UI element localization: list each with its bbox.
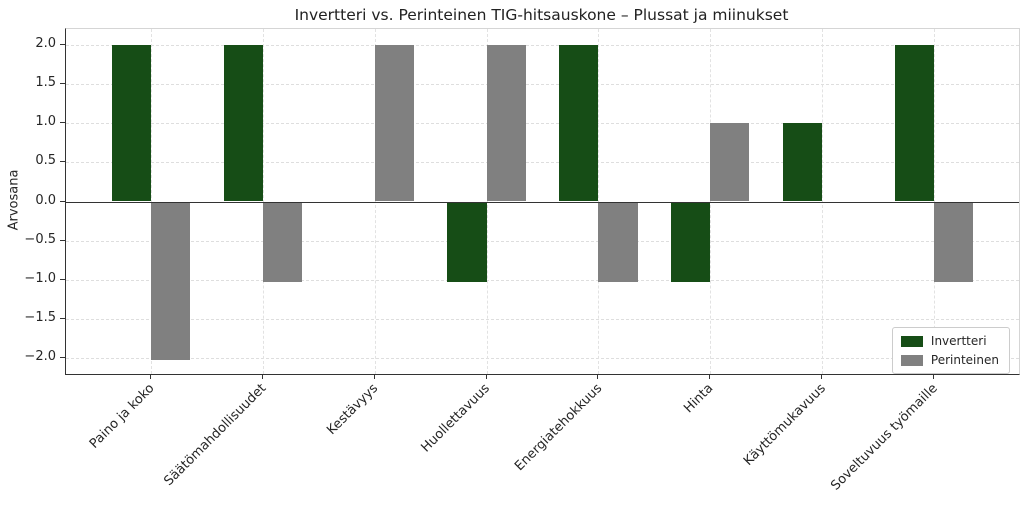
bar-perinteinen-paino-ja-koko (151, 203, 191, 360)
x-tick-mark (932, 374, 934, 379)
x-tick-mark (820, 374, 822, 379)
bar-perinteinen-hinta (710, 123, 750, 202)
x-tick-mark (485, 374, 487, 379)
x-tick-label-soveltuvuus-ty-maille: Soveltuvuus työmaille (827, 381, 941, 494)
y-tick-mark (60, 239, 65, 241)
y-tick-label: −0.5 (24, 231, 56, 247)
x-tick-mark (150, 374, 152, 379)
x-tick-mark (597, 374, 599, 379)
bar-invertteri-energiatehokkuus (559, 44, 599, 202)
bar-invertteri-s-t-mahdollisuudet (223, 44, 264, 202)
y-tick-mark (60, 161, 65, 163)
x-tick-label-hinta: Hinta (681, 381, 717, 417)
x-tick-label-energiatehokkuus: Energiatehokkuus (511, 381, 606, 475)
y-gridline (66, 162, 1019, 164)
x-tick-mark (262, 374, 264, 379)
bar-invertteri-hinta (671, 203, 711, 282)
bar-invertteri-huollettavuus (447, 203, 487, 282)
y-gridline (66, 123, 1019, 125)
bar-perinteinen-s-t-mahdollisuudet (263, 203, 303, 282)
y-tick-label: 0.5 (35, 153, 56, 169)
y-tick-label: 1.5 (35, 74, 56, 90)
x-tick-label-kest-vyys: Kestävyys (324, 381, 382, 438)
y-tick-label: 1.0 (35, 114, 56, 130)
x-tick-label-huollettavuus: Huollettavuus (418, 381, 494, 456)
y-gridline (66, 358, 1019, 360)
y-tick-label: −1.0 (24, 270, 56, 286)
y-tick-mark (60, 43, 65, 45)
y-gridline (66, 319, 1019, 321)
bar-invertteri-paino-ja-koko (112, 44, 152, 202)
y-gridline (66, 44, 1019, 46)
bar-invertteri-k-ytt-mukavuus (782, 123, 822, 202)
bar-perinteinen-soveltuvuus-ty-maille (933, 203, 973, 282)
y-tick-label: −1.5 (24, 310, 56, 326)
legend-label-perinteinen: Perinteinen (930, 353, 999, 367)
legend-entry-invertteri: Invertteri (900, 334, 999, 348)
y-gridline (66, 83, 1019, 85)
bar-perinteinen-huollettavuus (486, 44, 526, 202)
y-tick-mark (60, 318, 65, 320)
y-gridline (66, 240, 1019, 242)
bar-perinteinen-kest-vyys (374, 44, 414, 202)
y-tick-label: 0.0 (35, 192, 56, 208)
x-tick-mark (373, 374, 375, 379)
y-tick-mark (60, 278, 65, 280)
x-tick-mark (709, 374, 711, 379)
y-tick-mark (60, 357, 65, 359)
x-tick-label-s-t-mahdollisuudet: Säätömahdollisuudet (161, 381, 270, 490)
legend-swatch-invertteri (900, 335, 923, 347)
x-tick-label-k-ytt-mukavuus: Käyttömukavuus (740, 381, 829, 469)
y-tick-label: −2.0 (24, 349, 56, 365)
y-tick-mark (60, 122, 65, 124)
chart-title: Invertteri vs. Perinteinen TIG-hitsausko… (294, 6, 789, 24)
bar-invertteri-soveltuvuus-ty-maille (894, 44, 934, 202)
legend: Invertteri Perinteinen (891, 327, 1010, 374)
bar-perinteinen-energiatehokkuus (598, 203, 638, 282)
y-tick-label: 2.0 (35, 35, 56, 51)
y-tick-mark (60, 200, 65, 202)
x-tick-label-paino-ja-koko: Paino ja koko (87, 381, 158, 452)
y-tick-mark (60, 82, 65, 84)
plot-area (65, 28, 1020, 375)
legend-label-invertteri: Invertteri (930, 334, 987, 348)
legend-swatch-perinteinen (900, 354, 923, 366)
zero-line (66, 201, 1019, 203)
y-gridline (66, 279, 1019, 281)
legend-entry-perinteinen: Perinteinen (900, 353, 999, 367)
